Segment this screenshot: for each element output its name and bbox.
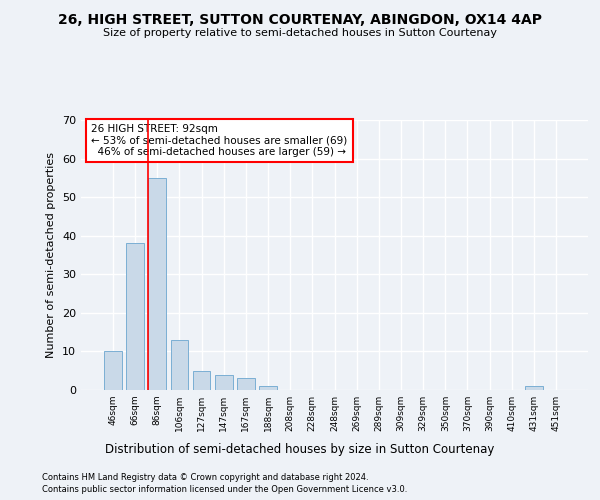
Bar [148,178,166,390]
Bar [525,386,543,390]
Bar [126,244,144,390]
Text: 26 HIGH STREET: 92sqm
← 53% of semi-detached houses are smaller (69)
  46% of se: 26 HIGH STREET: 92sqm ← 53% of semi-deta… [91,124,347,157]
Text: Contains HM Land Registry data © Crown copyright and database right 2024.: Contains HM Land Registry data © Crown c… [42,472,368,482]
Text: 26, HIGH STREET, SUTTON COURTENAY, ABINGDON, OX14 4AP: 26, HIGH STREET, SUTTON COURTENAY, ABING… [58,12,542,26]
Text: Size of property relative to semi-detached houses in Sutton Courtenay: Size of property relative to semi-detach… [103,28,497,38]
Bar [237,378,255,390]
Y-axis label: Number of semi-detached properties: Number of semi-detached properties [46,152,56,358]
Text: Distribution of semi-detached houses by size in Sutton Courtenay: Distribution of semi-detached houses by … [106,442,494,456]
Bar [259,386,277,390]
Bar [193,370,211,390]
Bar [170,340,188,390]
Bar [104,352,122,390]
Bar [215,374,233,390]
Text: Contains public sector information licensed under the Open Government Licence v3: Contains public sector information licen… [42,485,407,494]
